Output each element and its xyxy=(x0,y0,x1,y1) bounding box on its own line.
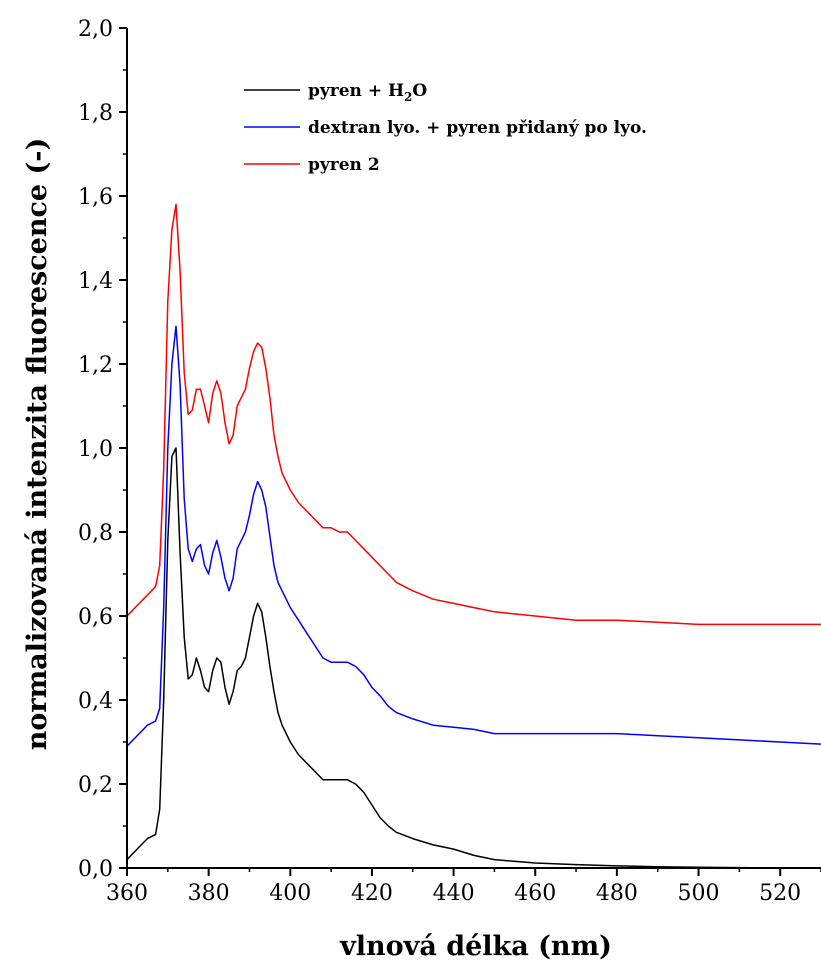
y-tick-label: 1,8 xyxy=(78,101,113,126)
y-tick-label: 0,4 xyxy=(78,689,113,714)
x-tick-label: 500 xyxy=(678,881,720,906)
series-line-2 xyxy=(126,203,821,626)
x-tick-label: 400 xyxy=(269,881,311,906)
legend-label-1: dextran lyo. + pyren přidaný po lyo. xyxy=(308,118,647,138)
y-tick-label: 0,6 xyxy=(78,605,113,630)
y-tick-label: 1,2 xyxy=(78,353,113,378)
x-tick-label: 420 xyxy=(351,881,393,906)
y-tick-label: 1,0 xyxy=(78,437,113,462)
x-tick-label: 440 xyxy=(433,881,475,906)
series-line-1 xyxy=(126,325,821,747)
legend: pyren + H2O dextran lyo. + pyren přidaný … xyxy=(244,81,647,175)
series-line-0 xyxy=(126,447,821,869)
legend-label-2: pyren 2 xyxy=(308,155,380,175)
y-tick-label: 1,4 xyxy=(78,269,113,294)
x-axis-title: vlnová délka (nm) xyxy=(339,931,612,962)
x-tick-label: 460 xyxy=(514,881,556,906)
legend-label-0: pyren + H2O xyxy=(308,81,427,104)
x-tick-label: 380 xyxy=(188,881,230,906)
series-layer xyxy=(126,203,821,869)
x-tick-label: 360 xyxy=(106,881,148,906)
axes-layer: 360 380 400 420 440 460 480 500 520 0,0 0,2 0,4 0,6 0… xyxy=(78,17,821,906)
y-axis-title: normalizovaná intenzita fluorescence (-) xyxy=(22,138,53,751)
y-tick-label: 2,0 xyxy=(78,17,113,42)
y-tick-label: 0,2 xyxy=(78,773,113,798)
y-tick-label: 0,0 xyxy=(78,857,113,882)
y-tick-label: 0,8 xyxy=(78,521,113,546)
x-tick-label: 520 xyxy=(759,881,801,906)
y-tick-label: 1,6 xyxy=(78,185,113,210)
x-tick-label: 480 xyxy=(596,881,638,906)
